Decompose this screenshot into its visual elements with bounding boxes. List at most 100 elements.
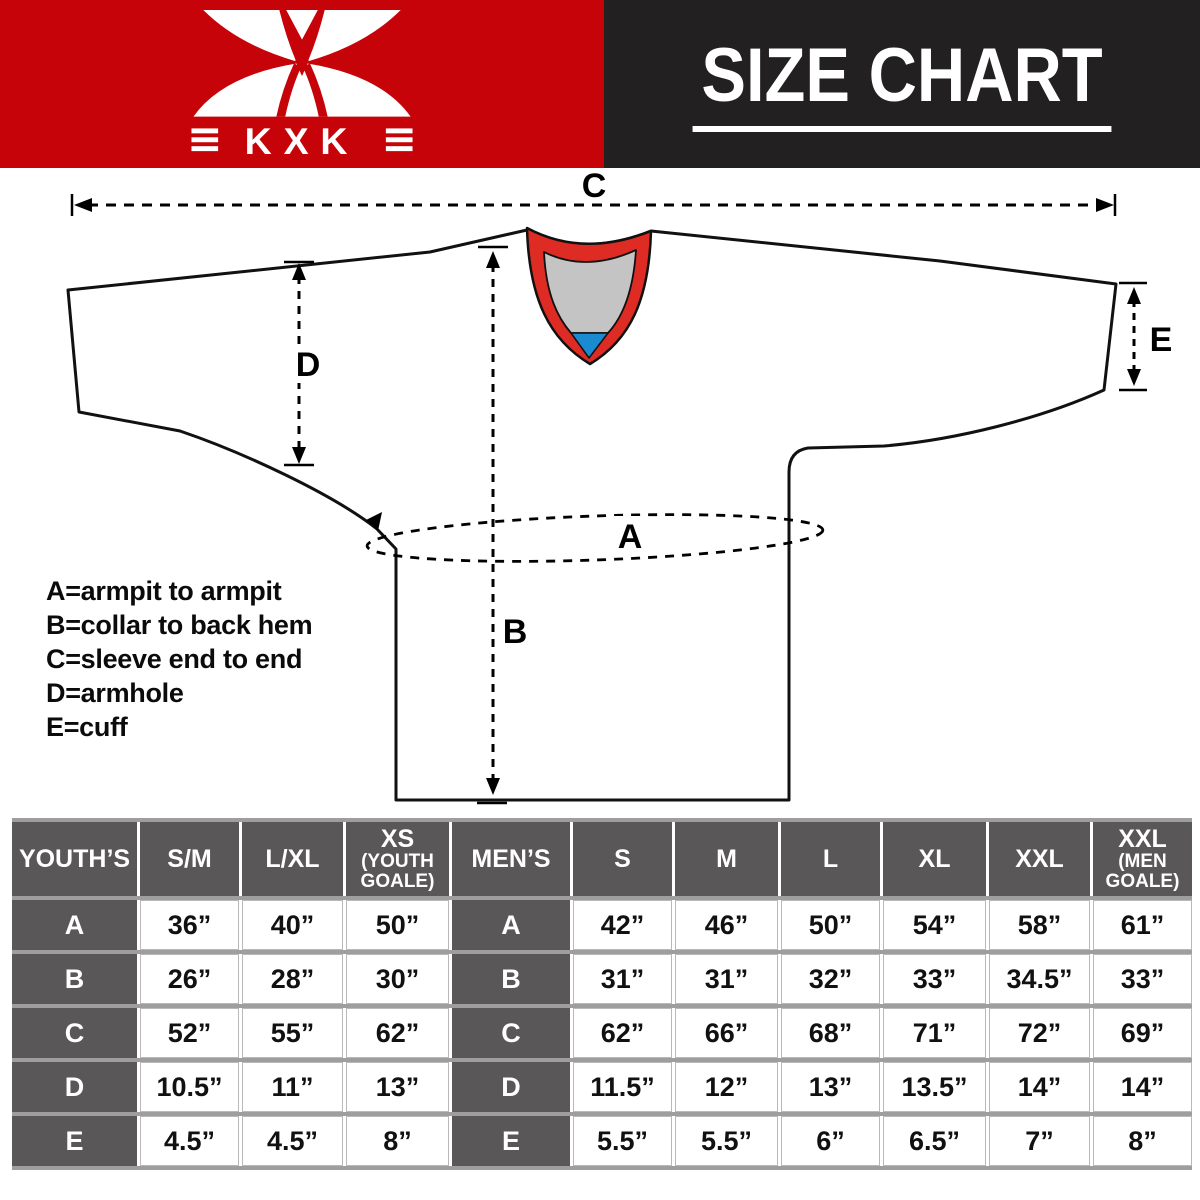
measurement-legend: A=armpit to armpit B=collar to back hem … — [46, 574, 313, 744]
dim-label-c: C — [582, 167, 607, 205]
size-table: YOUTH’S S/M L/XL XS (YOUTH GOALE) MEN’S S… — [12, 818, 1192, 1170]
legend-line-e: E=cuff — [46, 712, 128, 742]
table-cell: 62” — [573, 1008, 672, 1058]
arrowhead-icon — [74, 198, 92, 212]
table-cell: 42” — [573, 900, 672, 950]
table-cell: 36” — [140, 900, 239, 950]
table-cell: 40” — [242, 900, 343, 950]
dim-label-b: B — [503, 613, 528, 651]
table-cell: 52” — [140, 1008, 239, 1058]
table-row-d: D 10.5” 11” 13” D 11.5” 12” 13” 13.5” 14… — [12, 1062, 1192, 1116]
table-cell: 72” — [989, 1008, 1090, 1058]
table-cell: 32” — [781, 954, 880, 1004]
table-cell: 62” — [346, 1008, 449, 1058]
table-cell: 8” — [346, 1116, 449, 1166]
table-cell: 54” — [883, 900, 986, 950]
col-header-xl: XL — [883, 822, 986, 896]
dim-line-d — [284, 260, 314, 467]
brand-panel: KXK — [0, 0, 604, 168]
dim-ellipse-a — [365, 513, 825, 563]
dim-label-d: D — [296, 346, 321, 384]
table-cell: 55” — [242, 1008, 343, 1058]
label-backing — [292, 346, 324, 383]
table-cell: 13” — [346, 1062, 449, 1112]
table-row-b: B 26” 28” 30” B 31” 31” 32” 33” 34.5” 33… — [12, 954, 1192, 1008]
table-cell: 13.5” — [883, 1062, 986, 1112]
col-header-mens: MEN’S — [452, 822, 570, 896]
row-label: A — [12, 900, 137, 950]
table-cell: 4.5” — [242, 1116, 343, 1166]
dim-label-a: A — [618, 518, 643, 556]
table-cell: 69” — [1093, 1008, 1192, 1058]
table-cell: 4.5” — [140, 1116, 239, 1166]
legend-line-c: C=sleeve end to end — [46, 644, 303, 674]
table-cell: 5.5” — [675, 1116, 778, 1166]
title-panel: SIZE CHART — [604, 0, 1200, 168]
col-header-l: L — [781, 822, 880, 896]
table-cell: 10.5” — [140, 1062, 239, 1112]
label-backing — [498, 613, 532, 650]
kxk-logo-icon: KXK — [191, 10, 413, 160]
row-label: C — [12, 1008, 137, 1058]
arrowhead-icon — [1127, 369, 1141, 386]
table-cell: 12” — [675, 1062, 778, 1112]
dim-label-e: E — [1150, 321, 1173, 359]
table-header-row: YOUTH’S S/M L/XL XS (YOUTH GOALE) MEN’S S… — [12, 822, 1192, 900]
collar-inner-gray — [543, 249, 637, 334]
row-label: B — [12, 954, 137, 1004]
logo-wordmark: KXK — [245, 120, 360, 160]
row-label: C — [452, 1008, 570, 1058]
legend-line-d: D=armhole — [46, 678, 184, 708]
table-cell: 50” — [781, 900, 880, 950]
table-cell: 66” — [675, 1008, 778, 1058]
legend-line-a: A=armpit to armpit — [46, 576, 282, 606]
logo-bars-icon — [191, 128, 413, 152]
dim-line-c — [70, 194, 1117, 216]
table-cell: 7” — [989, 1116, 1090, 1166]
table-cell: 33” — [1093, 954, 1192, 1004]
table-cell: 68” — [781, 1008, 880, 1058]
arrowhead-icon — [486, 251, 500, 268]
arrowhead-icon — [292, 263, 306, 280]
table-cell: 61” — [1093, 900, 1192, 950]
col-header-youths: YOUTH’S — [12, 822, 137, 896]
label-backing — [612, 516, 648, 554]
table-cell: 28” — [242, 954, 343, 1004]
row-label: A — [452, 900, 570, 950]
col-header-xxl-men-goalie: XXL (MEN GOALE) — [1093, 822, 1192, 896]
col-header-xs-youth-goalie: XS (YOUTH GOALE) — [346, 822, 449, 896]
dim-line-b — [477, 245, 508, 805]
table-cell: 34.5” — [989, 954, 1090, 1004]
table-cell: 6.5” — [883, 1116, 986, 1166]
row-label: E — [12, 1116, 137, 1166]
table-cell: 26” — [140, 954, 239, 1004]
collar-blue-triangle — [570, 332, 609, 359]
table-cell: 33” — [883, 954, 986, 1004]
arrowhead-icon — [1096, 198, 1114, 212]
table-row-e: E 4.5” 4.5” 8” E 5.5” 5.5” 6” 6.5” 7” 8” — [12, 1116, 1192, 1170]
col-header-sm: S/M — [140, 822, 239, 896]
table-cell: 46” — [675, 900, 778, 950]
page-title: SIZE CHART — [692, 36, 1112, 132]
table-cell: 31” — [573, 954, 672, 1004]
arrowhead-icon — [1127, 287, 1141, 304]
dim-line-e — [1119, 281, 1147, 392]
table-row-c: C 52” 55” 62” C 62” 66” 68” 71” 72” 69” — [12, 1008, 1192, 1062]
table-cell: 58” — [989, 900, 1090, 950]
legend-line-b: B=collar to back hem — [46, 610, 313, 640]
col-header-m: M — [675, 822, 778, 896]
table-cell: 8” — [1093, 1116, 1192, 1166]
table-cell: 5.5” — [573, 1116, 672, 1166]
table-cell: 6” — [781, 1116, 880, 1166]
table-cell: 14” — [989, 1062, 1090, 1112]
row-label: B — [452, 954, 570, 1004]
arrowhead-icon — [486, 778, 500, 795]
header: KXK SIZE CHART — [0, 0, 1200, 168]
row-label: E — [452, 1116, 570, 1166]
table-cell: 30” — [346, 954, 449, 1004]
table-cell: 71” — [883, 1008, 986, 1058]
jersey-measurement-diagram: C D B E A — [66, 167, 1173, 805]
table-cell: 50” — [346, 900, 449, 950]
table-cell: 31” — [675, 954, 778, 1004]
table-cell: 13” — [781, 1062, 880, 1112]
